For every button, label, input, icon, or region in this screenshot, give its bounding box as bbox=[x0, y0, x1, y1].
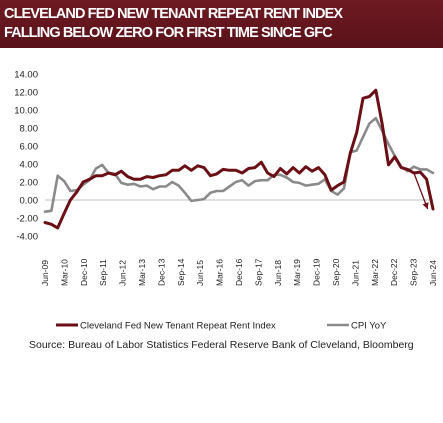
y-tick-label: 12.00 bbox=[14, 88, 38, 99]
y-tick-label: 10.00 bbox=[14, 106, 38, 117]
x-tick-label: Dec-19 bbox=[312, 258, 322, 286]
rent-index-line bbox=[43, 88, 435, 230]
x-tick-label: Dec-22 bbox=[389, 258, 399, 286]
x-axis: Jun-09 Mar-10 Dec-10 Sep-11 Jun-12 Mar-13 Dec-… bbox=[40, 199, 438, 286]
x-tick-label: Sep-14 bbox=[176, 258, 186, 286]
x-tick-label: Sep-17 bbox=[253, 258, 263, 286]
x-tick-label: Dec-13 bbox=[156, 258, 166, 286]
y-tick-label: -2.00 bbox=[16, 214, 38, 225]
x-tick-label: Mar-13 bbox=[137, 259, 147, 286]
title-banner: Cleveland Fed New Tenant Repeat Rent Ind… bbox=[0, 0, 443, 48]
x-tick-label: Mar-19 bbox=[292, 259, 302, 286]
annotation-arrow-head bbox=[422, 202, 429, 209]
x-tick-label: Jun-18 bbox=[273, 260, 283, 286]
source-note: Source: Bureau of Labor Statistics Feder… bbox=[29, 339, 414, 351]
y-tick-label: 6.00 bbox=[20, 142, 39, 153]
legend: Cleveland Fed New Tenant Repeat Rent Ind… bbox=[56, 321, 387, 332]
x-tick-label: Dec-16 bbox=[234, 258, 244, 286]
x-tick-label: Jun-21 bbox=[350, 260, 360, 286]
x-tick-label: Jun-09 bbox=[40, 260, 50, 286]
y-tick-label: -4.00 bbox=[16, 232, 38, 243]
y-tick-label: 4.00 bbox=[20, 160, 39, 171]
legend-cpi-label: CPI YoY bbox=[351, 321, 387, 332]
x-tick-label: Mar-22 bbox=[370, 259, 380, 286]
rent-index-chart: -4.00 -2.00 0.00 2.00 4.00 6.00 8.00 10.00 12.00… bbox=[14, 70, 438, 332]
y-tick-label: 2.00 bbox=[20, 178, 39, 189]
x-tick-label: Jun-24 bbox=[428, 260, 438, 286]
legend-rent-label: Cleveland Fed New Tenant Repeat Rent Ind… bbox=[80, 321, 276, 332]
title-line-1: Cleveland Fed New Tenant Repeat Rent Ind… bbox=[4, 6, 343, 22]
y-tick-label: 0.00 bbox=[20, 196, 39, 207]
x-tick-label: Jun-15 bbox=[195, 260, 205, 286]
title-line-2: Falling Below Zero For First Time Since … bbox=[4, 25, 333, 41]
y-tick-label: 14.00 bbox=[14, 70, 38, 81]
x-tick-label: Sep-23 bbox=[409, 258, 419, 286]
x-tick-label: Sep-11 bbox=[98, 259, 108, 286]
annotation-arrow-shaft bbox=[413, 172, 429, 210]
x-tick-label: Mar-10 bbox=[59, 259, 69, 286]
y-axis: -4.00 -2.00 0.00 2.00 4.00 6.00 8.00 10.00 12.00… bbox=[14, 70, 38, 243]
x-tick-label: Jun-12 bbox=[118, 260, 128, 286]
x-tick-label: Sep-20 bbox=[331, 258, 341, 286]
x-tick-label: Dec-10 bbox=[79, 258, 89, 286]
y-tick-label: 8.00 bbox=[20, 124, 39, 135]
series-layer bbox=[43, 88, 435, 230]
x-tick-label: Mar-16 bbox=[215, 259, 225, 286]
cpi-yoy-line bbox=[43, 116, 435, 213]
